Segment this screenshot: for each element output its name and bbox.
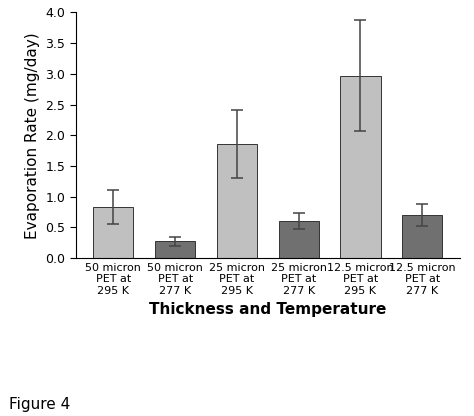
Text: Figure 4: Figure 4 [9, 397, 71, 412]
Bar [155, 241, 195, 258]
Bar [93, 207, 134, 258]
Bar [402, 215, 442, 258]
Bar [217, 144, 257, 258]
Bar [279, 221, 319, 258]
Bar [340, 76, 381, 258]
Y-axis label: Evaporation Rate (mg/day): Evaporation Rate (mg/day) [25, 32, 40, 238]
X-axis label: Thickness and Temperature: Thickness and Temperature [149, 302, 386, 317]
